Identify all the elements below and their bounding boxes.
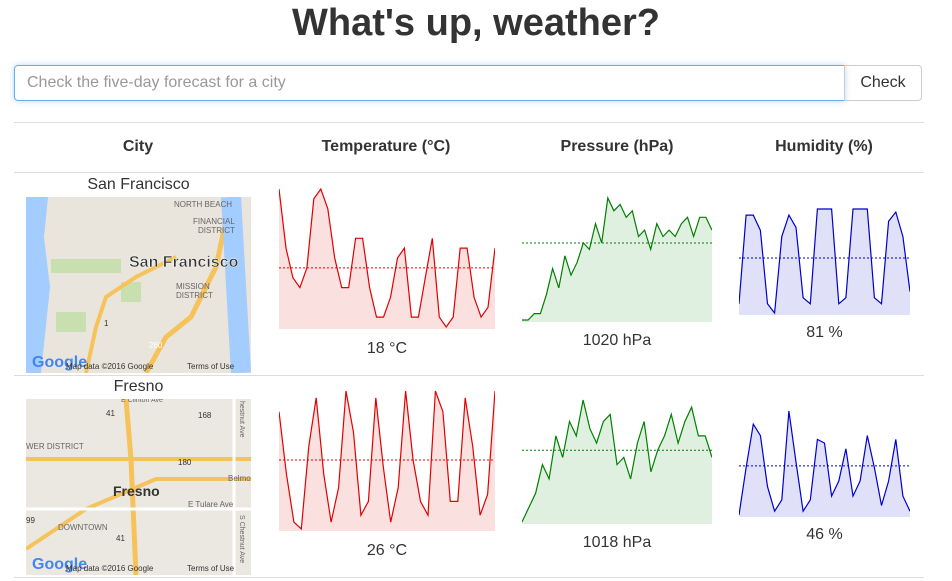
map-label: S Chestnut Ave [238, 515, 245, 563]
rule [14, 577, 924, 578]
map-label: WER DISTRICT [26, 442, 84, 451]
search-input[interactable]: Check the five-day forecast for a city [14, 65, 845, 101]
map-label: E Tulare Ave [188, 500, 234, 509]
map-credit: Map data ©2016 Google [66, 362, 154, 371]
title: What's up, weather? [292, 2, 660, 44]
sparkline-area [522, 400, 712, 524]
map-label: hestnut Ave [238, 401, 245, 438]
sparkline [522, 195, 712, 322]
map-label: Fresno [113, 483, 160, 499]
mean-label: 1018 hPa [582, 534, 652, 551]
sparkline-line [739, 410, 910, 516]
column-header: Temperature (°C) [321, 138, 451, 155]
sparkline-area [739, 209, 910, 315]
sparkline [279, 390, 495, 531]
rule [14, 172, 924, 173]
mean-label: 1020 hPa [582, 332, 652, 349]
sparkline-line [279, 390, 495, 531]
map: NORTH BEACH FINANCIAL DISTRICT San Franc… [26, 197, 251, 373]
city-name: Fresno [113, 378, 164, 395]
map-label: 99 [26, 516, 35, 525]
rule [14, 122, 924, 123]
map-label: E Clinton Ave [121, 399, 163, 404]
map-terms[interactable]: Terms of Use [187, 564, 235, 573]
mean-label: 46 % [806, 526, 843, 543]
sparkline [739, 410, 910, 517]
sparkline-area [522, 198, 712, 322]
column-header: City [122, 138, 154, 155]
map-label: Belmo [228, 474, 251, 483]
sparkline [279, 187, 495, 329]
sparkline-line [522, 195, 712, 321]
map-credit: Map data ©2016 Google [66, 564, 154, 573]
sparkline-line [739, 208, 910, 315]
map-label: 41 [106, 409, 115, 418]
sparkline [522, 399, 712, 524]
mean-label: 26 °C [366, 542, 408, 559]
map-label: DISTRICT [198, 226, 235, 235]
rule [14, 375, 924, 376]
check-button[interactable]: Check [844, 65, 922, 101]
sparkline-area [279, 189, 495, 329]
map-label: 280 [149, 341, 163, 350]
column-header: Pressure (hPa) [560, 138, 674, 155]
map-label: FINANCIAL [193, 217, 235, 226]
map-terms[interactable]: Terms of Use [187, 362, 235, 371]
map-label: NORTH BEACH [174, 200, 232, 209]
map-label: DISTRICT [176, 291, 213, 300]
map-label: 180 [178, 458, 192, 467]
map-label: MISSION [176, 282, 210, 291]
map-label: 41 [116, 534, 125, 543]
sparkline-area [279, 391, 495, 531]
map: E Clinton Ave 41 168 WER DISTRICT 180 Be… [26, 399, 251, 575]
mean-label: 81 % [806, 324, 843, 341]
map-label: San Francisco [129, 254, 239, 271]
sparkline [739, 208, 910, 315]
sparkline-line [522, 399, 712, 523]
map-label: Google [32, 354, 87, 371]
column-header: Humidity (%) [775, 138, 873, 155]
map-label: DOWNTOWN [58, 523, 108, 532]
city-name: San Francisco [87, 176, 190, 193]
map-label: Google [32, 556, 87, 573]
map-label: 168 [198, 411, 212, 420]
sparkline-line [279, 187, 495, 329]
mean-label: 18 °C [366, 340, 408, 357]
map-label: 1 [104, 319, 109, 328]
